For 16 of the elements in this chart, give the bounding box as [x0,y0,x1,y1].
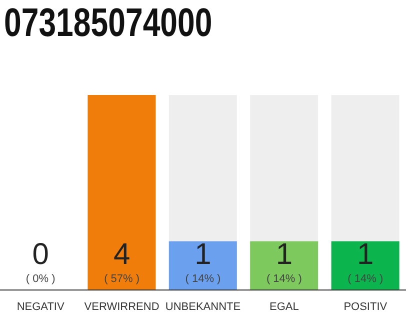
x-tick-label: POSITIV [344,301,388,313]
x-tick-label: UNBEKANNTE [165,301,241,313]
annotation: ( 57% ) [104,273,140,285]
x-tick-label: EGAL [270,301,299,313]
data-label: 0 [32,238,49,271]
data-label: 4 [113,238,130,271]
annotation: ( 0% ) [26,273,56,285]
data-label: 1 [194,238,212,271]
x-tick-label: VERWIRREND [84,301,160,313]
chart-title: 073185074000 [4,0,212,46]
annotation: ( 14% ) [266,273,302,285]
data-label: 1 [276,238,293,271]
annotation: ( 14% ) [185,273,221,285]
x-tick-label: NEGATIV [16,301,65,313]
annotation: ( 14% ) [348,273,384,285]
data-label: 1 [357,238,374,271]
